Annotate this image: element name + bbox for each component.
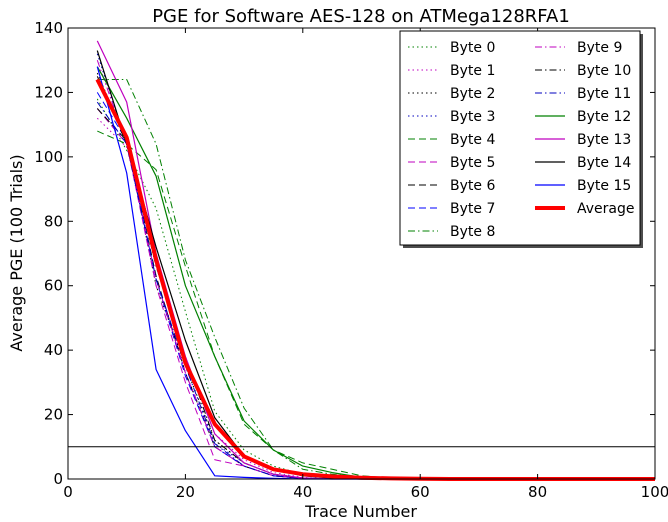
- legend-label-byte-0: Byte 0: [450, 40, 495, 56]
- legend: Byte 0 Byte 1 Byte 2 Byte 3 Byte 4 Byte 5 Byte…: [399, 30, 643, 248]
- plot-area: 0 20 40 60 80 100 0 20 40 60 80 100 120 140: [34, 19, 668, 501]
- x-tick-label: 100: [641, 483, 668, 501]
- legend-label-byte-4: Byte 4: [450, 132, 495, 148]
- x-tick-label: 0: [63, 483, 73, 501]
- axis-ticks: 0 20 40 60 80 100 0 20 40 60 80 100 120 140: [34, 19, 668, 501]
- y-axis-label: Average PGE (100 Trials): [7, 154, 26, 351]
- y-tick-label: 20: [44, 406, 63, 424]
- legend-label-byte-3: Byte 3: [450, 109, 495, 125]
- plot-frame: [67, 27, 656, 480]
- legend-label-byte-7: Byte 7: [450, 201, 495, 217]
- legend-label-byte-10: Byte 10: [577, 63, 631, 79]
- x-tick-label: 20: [176, 483, 195, 501]
- legend-items: Byte 0 Byte 1 Byte 2 Byte 3 Byte 4 Byte 5 Byte…: [408, 40, 635, 240]
- legend-label-byte-1: Byte 1: [450, 63, 495, 79]
- legend-label-byte-11: Byte 11: [577, 86, 631, 102]
- x-tick-label: 40: [293, 483, 312, 501]
- y-tick-label: 100: [34, 148, 63, 166]
- legend-label-byte-9: Byte 9: [577, 40, 622, 56]
- legend-label-byte-8: Byte 8: [450, 224, 495, 240]
- y-tick-label: 0: [53, 470, 63, 488]
- legend-label-byte-15: Byte 15: [577, 178, 631, 194]
- y-tick-label: 80: [44, 212, 63, 230]
- x-axis-label: Trace Number: [304, 502, 417, 521]
- y-tick-label: 60: [44, 277, 63, 295]
- legend-label-average: Average: [577, 201, 635, 217]
- legend-label-byte-14: Byte 14: [577, 155, 631, 171]
- y-tick-label: 120: [34, 83, 63, 101]
- y-tick-label: 40: [44, 341, 63, 359]
- legend-label-byte-13: Byte 13: [577, 132, 631, 148]
- legend-label-byte-5: Byte 5: [450, 155, 495, 171]
- y-tick-label: 140: [34, 19, 63, 37]
- x-tick-label: 60: [411, 483, 430, 501]
- x-tick-label: 80: [528, 483, 547, 501]
- legend-label-byte-12: Byte 12: [577, 109, 631, 125]
- legend-label-byte-2: Byte 2: [450, 86, 495, 102]
- chart-title: PGE for Software AES-128 on ATMega128RFA…: [152, 6, 570, 27]
- legend-label-byte-6: Byte 6: [450, 178, 495, 194]
- legend-box: [399, 30, 641, 246]
